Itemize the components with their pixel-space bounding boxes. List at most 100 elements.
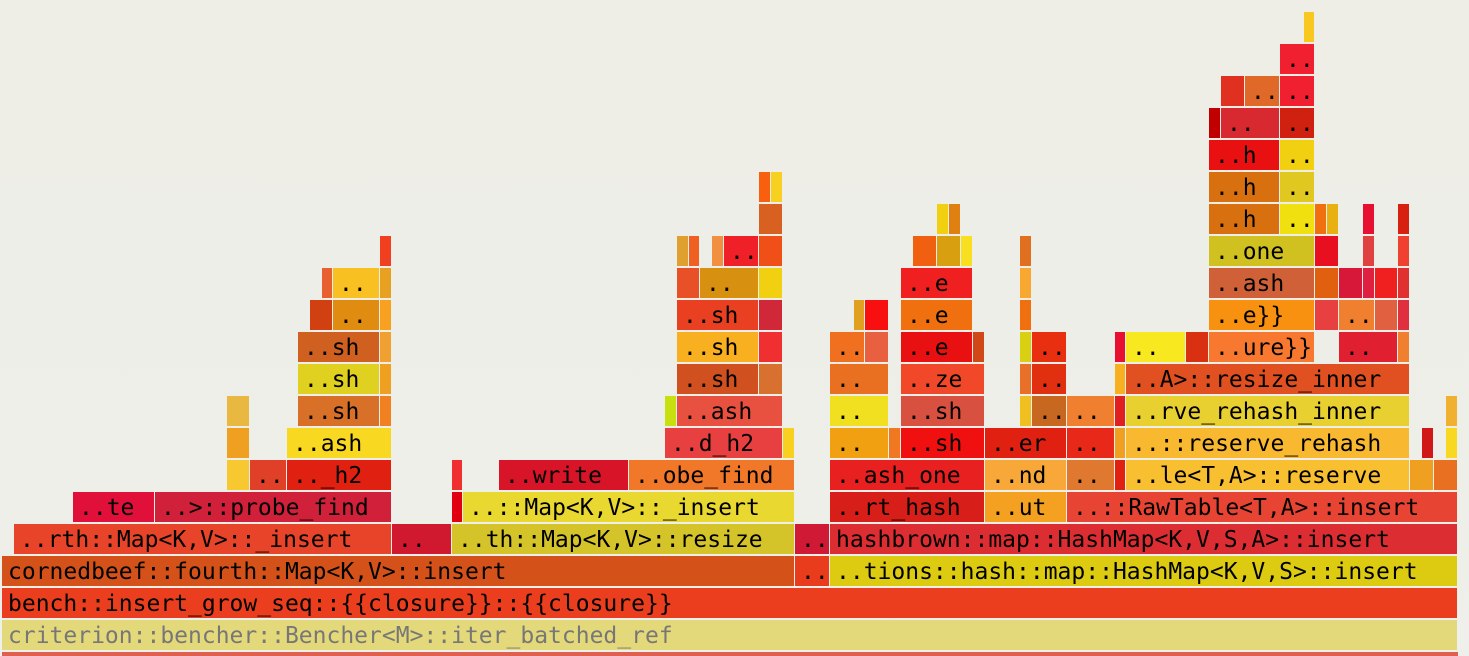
frame[interactable]: .. bbox=[1067, 428, 1114, 458]
frame[interactable] bbox=[759, 236, 782, 266]
frame[interactable] bbox=[1115, 428, 1125, 458]
frame[interactable] bbox=[759, 268, 782, 298]
frame[interactable]: .. bbox=[333, 300, 379, 330]
frame[interactable]: ..ze bbox=[901, 364, 984, 394]
frame[interactable]: ..sh bbox=[901, 428, 984, 458]
frame[interactable] bbox=[1375, 268, 1397, 298]
frame[interactable] bbox=[1020, 236, 1031, 266]
frame[interactable]: .. bbox=[1032, 364, 1066, 394]
frame[interactable] bbox=[1315, 268, 1338, 298]
frame[interactable]: .. bbox=[830, 396, 888, 426]
frame[interactable]: ..er bbox=[985, 428, 1066, 458]
frame[interactable]: ..rth::Map<K,V>::_insert bbox=[14, 524, 391, 554]
frame[interactable]: .. bbox=[830, 332, 864, 362]
frame[interactable]: .. bbox=[1032, 332, 1066, 362]
frame[interactable]: ..th::Map<K,V>::resize bbox=[452, 524, 794, 554]
frame[interactable]: bench::insert_grow_seq::{{closure}}::{{c… bbox=[2, 588, 1457, 618]
frame[interactable] bbox=[783, 428, 794, 458]
frame[interactable] bbox=[310, 300, 332, 330]
frame[interactable]: .. bbox=[1245, 76, 1279, 106]
frame[interactable]: ..nd bbox=[985, 460, 1066, 490]
frame[interactable]: .. bbox=[333, 268, 379, 298]
frame[interactable] bbox=[1115, 332, 1125, 362]
frame[interactable] bbox=[913, 236, 936, 266]
frame[interactable] bbox=[1398, 332, 1409, 362]
frame[interactable] bbox=[712, 236, 723, 266]
frame[interactable]: ..write bbox=[499, 460, 628, 490]
frame[interactable]: .. bbox=[700, 268, 758, 298]
frame[interactable] bbox=[1221, 76, 1244, 106]
frame[interactable] bbox=[1020, 364, 1031, 394]
frame[interactable] bbox=[1410, 460, 1433, 490]
frame[interactable] bbox=[380, 364, 391, 394]
frame[interactable]: .._h2 bbox=[287, 460, 391, 490]
frame[interactable]: ..e bbox=[901, 268, 972, 298]
frame[interactable] bbox=[380, 332, 391, 362]
frame[interactable] bbox=[937, 204, 948, 234]
frame[interactable] bbox=[759, 332, 782, 362]
frame[interactable] bbox=[689, 236, 699, 266]
frame[interactable]: ..rt_hash bbox=[830, 492, 984, 522]
frame[interactable]: ..d_h2 bbox=[665, 428, 782, 458]
frame[interactable]: ..sh bbox=[677, 300, 758, 330]
frame[interactable]: ..sh bbox=[298, 364, 379, 394]
frame[interactable] bbox=[1398, 300, 1409, 330]
frame[interactable] bbox=[1398, 236, 1409, 266]
frame[interactable]: cornedbeef::fourth::Map<K,V>::insert bbox=[2, 556, 794, 586]
frame[interactable]: ..le<T,A>::reserve bbox=[1126, 460, 1409, 490]
frame[interactable] bbox=[1327, 204, 1338, 234]
frame[interactable] bbox=[1315, 204, 1326, 234]
frame[interactable]: .. bbox=[1221, 108, 1279, 138]
frame[interactable]: ..ash bbox=[677, 396, 782, 426]
frame[interactable]: ..e bbox=[901, 300, 972, 330]
frame[interactable] bbox=[771, 172, 782, 202]
frame[interactable] bbox=[865, 332, 888, 362]
frame[interactable]: .. bbox=[1280, 44, 1314, 74]
frame[interactable] bbox=[854, 300, 864, 330]
frame[interactable] bbox=[2, 652, 1458, 656]
frame[interactable]: ..rve_rehash_inner bbox=[1126, 396, 1409, 426]
frame[interactable]: ..ash bbox=[287, 428, 391, 458]
frame[interactable] bbox=[1422, 428, 1433, 458]
frame[interactable] bbox=[452, 492, 462, 522]
frame[interactable]: ..te bbox=[73, 492, 154, 522]
frame[interactable] bbox=[759, 204, 782, 234]
frame[interactable] bbox=[1020, 396, 1031, 426]
frame[interactable] bbox=[227, 428, 249, 458]
frame[interactable]: ..::Map<K,V>::_insert bbox=[463, 492, 794, 522]
frame[interactable] bbox=[865, 300, 888, 330]
frame[interactable]: ..h bbox=[1209, 172, 1279, 202]
frame[interactable] bbox=[759, 300, 782, 330]
frame[interactable]: ..tions::hash::map::HashMap<K,V,S>::inse… bbox=[830, 556, 1457, 586]
frame[interactable] bbox=[1115, 460, 1125, 490]
frame[interactable] bbox=[937, 236, 960, 266]
frame[interactable]: ..sh bbox=[677, 364, 758, 394]
frame[interactable] bbox=[1398, 268, 1409, 298]
frame[interactable]: ..::reserve_rehash bbox=[1126, 428, 1409, 458]
frame[interactable]: .. bbox=[830, 364, 888, 394]
frame[interactable] bbox=[1446, 396, 1457, 426]
frame[interactable] bbox=[1315, 300, 1338, 330]
frame[interactable] bbox=[1209, 108, 1220, 138]
frame[interactable] bbox=[1434, 460, 1457, 490]
frame[interactable] bbox=[759, 172, 770, 202]
frame[interactable]: .. bbox=[795, 524, 829, 554]
frame[interactable] bbox=[1304, 12, 1314, 42]
frame[interactable] bbox=[1363, 268, 1374, 298]
frame[interactable]: .. bbox=[1067, 460, 1114, 490]
frame[interactable]: hashbrown::map::HashMap<K,V,S,A>::insert bbox=[830, 524, 1457, 554]
frame[interactable]: .. bbox=[1032, 396, 1066, 426]
frame[interactable]: .. bbox=[795, 556, 829, 586]
frame[interactable]: .. bbox=[1126, 332, 1185, 362]
frame[interactable] bbox=[1315, 236, 1338, 266]
frame[interactable]: ..sh bbox=[677, 332, 758, 362]
frame[interactable] bbox=[1398, 204, 1409, 234]
frame[interactable]: ..e}} bbox=[1209, 300, 1314, 330]
frame[interactable]: ..>::probe_find bbox=[155, 492, 391, 522]
frame[interactable] bbox=[1020, 300, 1031, 330]
frame[interactable]: ..ash bbox=[1209, 268, 1314, 298]
frame[interactable] bbox=[961, 236, 972, 266]
frame[interactable]: ..obe_find bbox=[629, 460, 794, 490]
frame[interactable] bbox=[759, 364, 782, 394]
frame[interactable] bbox=[1375, 300, 1397, 330]
